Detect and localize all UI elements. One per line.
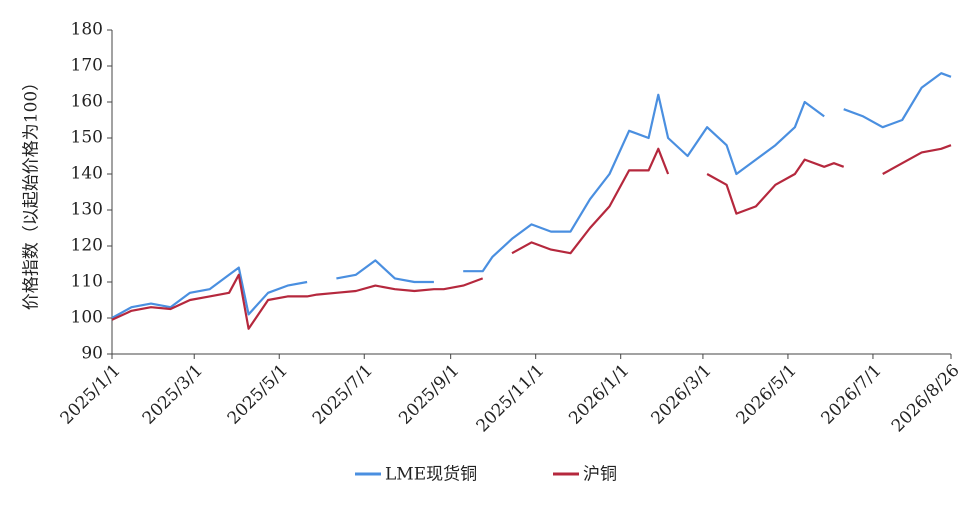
x-tick-label: 2025/11/1 — [473, 361, 549, 437]
x-tick-label: 2025/1/1 — [57, 361, 125, 429]
x-tick-label: 2026/8/26 — [888, 361, 964, 437]
x-tick-label: 2026/5/1 — [733, 361, 801, 429]
series-line — [111, 144, 952, 330]
legend-label: 沪铜 — [583, 465, 617, 485]
x-tick-label: 2025/7/1 — [309, 361, 377, 429]
y-tick-label: 160 — [71, 92, 103, 112]
y-tick-label: 140 — [71, 164, 103, 184]
series-line — [111, 72, 952, 319]
x-tick-label: 2025/5/1 — [224, 361, 292, 429]
y-tick-label: 90 — [81, 344, 103, 364]
y-tick-label: 100 — [71, 308, 103, 328]
y-tick-label: 170 — [71, 56, 103, 76]
x-tick-label: 2025/9/1 — [395, 361, 463, 429]
y-axis-title: 价格指数（以起始价格为100） — [22, 74, 42, 310]
x-tick-label: 2026/1/1 — [565, 361, 633, 429]
y-tick-label: 150 — [71, 128, 103, 148]
x-tick-label: 2026/3/1 — [648, 361, 716, 429]
y-tick-label: 110 — [71, 272, 103, 292]
legend-label: LME现货铜 — [385, 465, 477, 485]
x-tick-label: 2026/7/1 — [818, 361, 886, 429]
y-tick-label: 120 — [71, 236, 103, 256]
x-tick-label: 2025/3/1 — [139, 361, 207, 429]
y-tick-label: 130 — [71, 200, 103, 220]
y-tick-label: 180 — [71, 20, 103, 40]
